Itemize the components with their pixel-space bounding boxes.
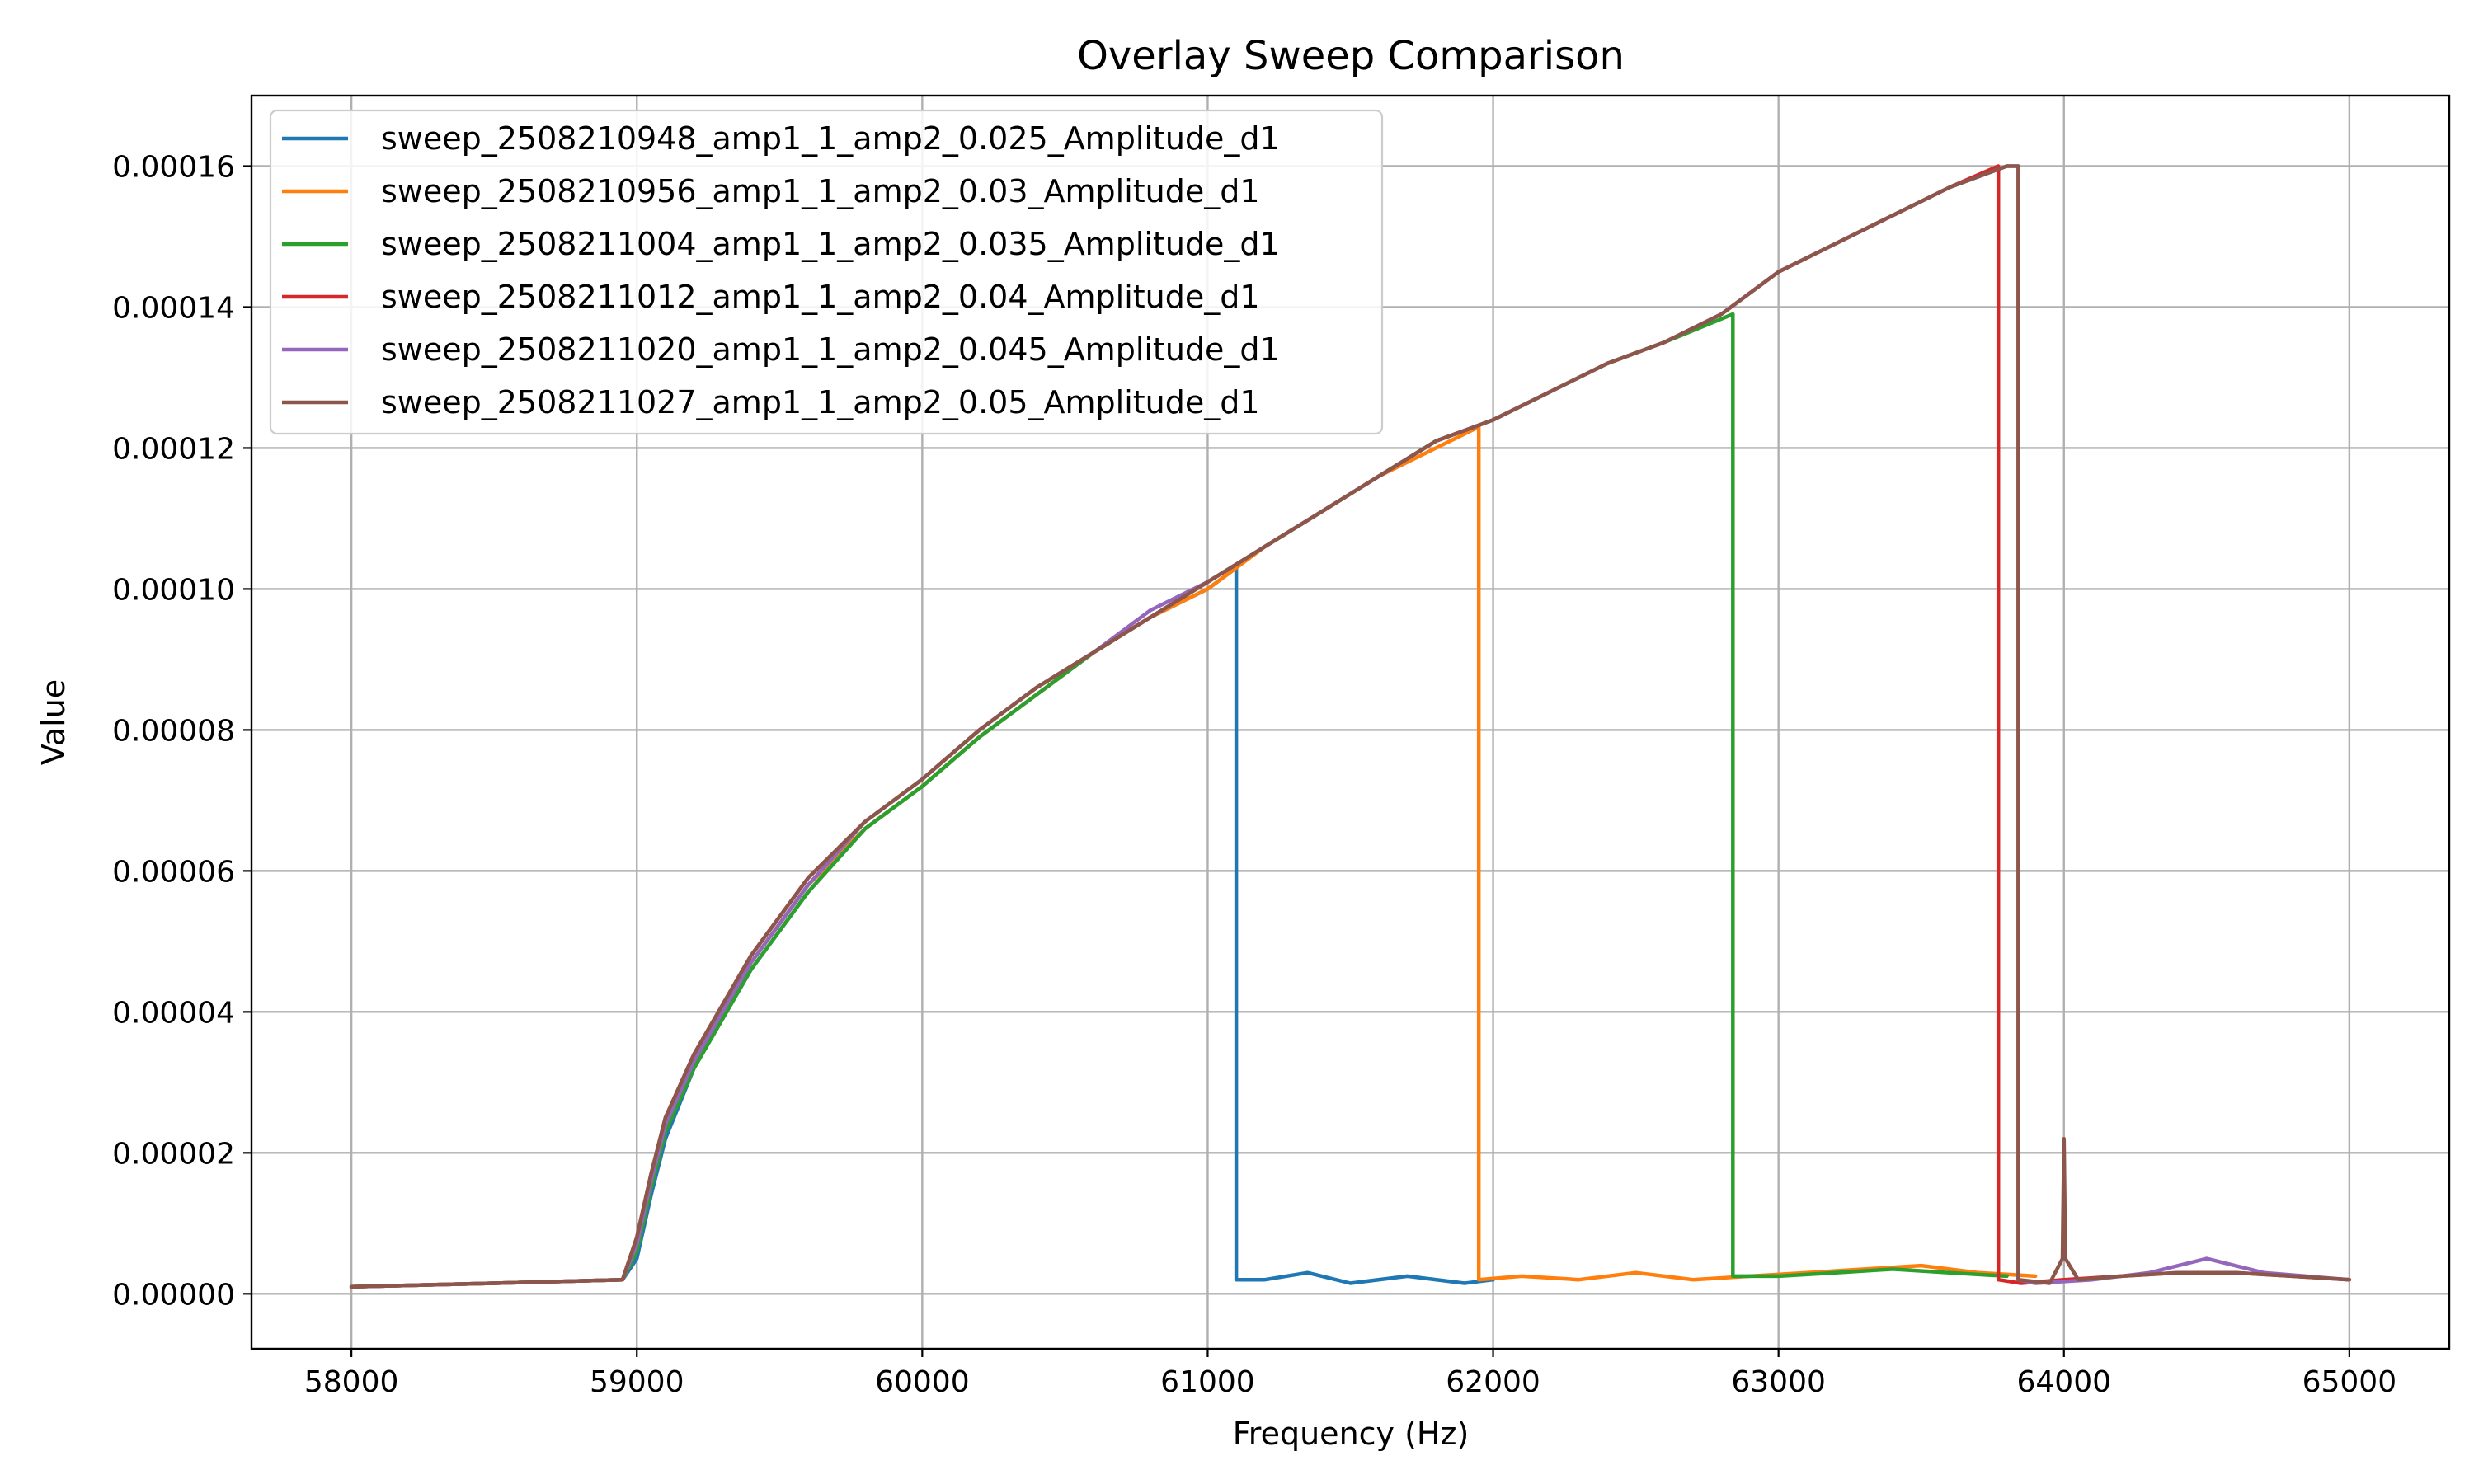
x-tick-label: 61000 xyxy=(1160,1365,1255,1399)
plot-area-frame xyxy=(250,94,2451,1350)
chart-title: Overlay Sweep Comparison xyxy=(1077,33,1625,79)
legend-label: sweep_2508211020_amp1_1_amp2_0.045_Ampli… xyxy=(381,331,1280,368)
legend-label: sweep_2508211027_amp1_1_amp2_0.05_Amplit… xyxy=(381,384,1260,420)
legend-items: sweep_2508210948_amp1_1_amp2_0.025_Ampli… xyxy=(282,120,1280,420)
y-tick-label: 0.00002 xyxy=(112,1137,235,1171)
y-tick-label: 0.00016 xyxy=(112,150,235,184)
x-tick-label: 64000 xyxy=(2016,1365,2111,1399)
x-tick-label: 59000 xyxy=(590,1365,684,1399)
legend: sweep_2508210948_amp1_1_amp2_0.025_Ampli… xyxy=(269,109,1384,435)
y-tick-label: 0.00000 xyxy=(112,1278,235,1312)
x-axis-ticks: 58000 59000 60000 61000 62000 63000 64000 65000 xyxy=(304,1349,2396,1399)
x-tick-label: 62000 xyxy=(1446,1365,1540,1399)
y-tick-label: 0.00010 xyxy=(112,573,235,607)
y-tick-label: 0.00012 xyxy=(112,432,235,466)
x-tick-label: 58000 xyxy=(304,1365,399,1399)
legend-label: sweep_2508211004_amp1_1_amp2_0.035_Ampli… xyxy=(381,226,1280,262)
legend-box xyxy=(269,109,1384,435)
y-tick-label: 0.00008 xyxy=(112,714,235,748)
y-tick-label: 0.00014 xyxy=(112,291,235,325)
x-tick-label: 65000 xyxy=(2302,1365,2397,1399)
series-line xyxy=(349,164,2352,1289)
series-lines xyxy=(349,164,2352,1289)
x-axis-label: Frequency (Hz) xyxy=(1233,1416,1470,1452)
x-tick-label: 60000 xyxy=(875,1365,970,1399)
y-tick-label: 0.00006 xyxy=(112,855,235,889)
y-axis-ticks: 0.00000 0.00002 0.00004 0.00006 0.00008 0.000… xyxy=(112,150,252,1312)
legend-label: sweep_2508210956_amp1_1_amp2_0.03_Amplit… xyxy=(381,173,1260,209)
y-tick-label: 0.00004 xyxy=(112,996,235,1030)
y-axis-label: Value xyxy=(35,679,72,765)
legend-label: sweep_2508210948_amp1_1_amp2_0.025_Ampli… xyxy=(381,120,1280,157)
legend-label: sweep_2508211012_amp1_1_amp2_0.04_Amplit… xyxy=(381,279,1260,315)
x-tick-label: 63000 xyxy=(1731,1365,1826,1399)
